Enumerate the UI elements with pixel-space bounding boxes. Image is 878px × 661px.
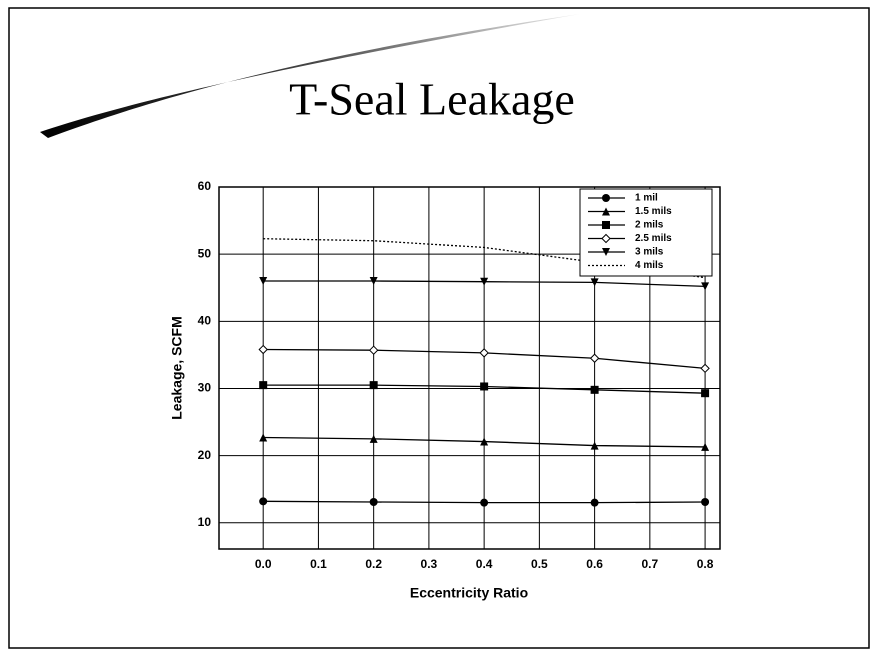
marker (480, 499, 488, 507)
slide: T-Seal Leakage Eccentricity Ratio Leakag… (0, 0, 878, 656)
marker (591, 354, 599, 362)
marker (591, 386, 599, 394)
marker (259, 346, 267, 354)
y-tick-label: 60 (198, 179, 212, 193)
x-tick-label: 0.0 (255, 557, 272, 571)
marker (701, 389, 709, 397)
marker (370, 498, 378, 506)
x-tick-label: 0.1 (310, 557, 327, 571)
legend-label: 1 mil (635, 193, 658, 204)
marker (480, 382, 488, 390)
legend-label: 3 mils (635, 247, 664, 258)
legend-label: 2 mils (635, 220, 664, 231)
y-tick-label: 20 (198, 448, 212, 462)
legend-label: 1.5 mils (635, 206, 672, 217)
marker (602, 221, 610, 229)
marker (370, 346, 378, 354)
chart-title: T-Seal Leakage (289, 74, 575, 125)
legend-label: 2.5 mils (635, 233, 672, 244)
x-tick-label: 0.3 (421, 557, 438, 571)
marker (259, 381, 267, 389)
x-axis-label: Eccentricity Ratio (410, 585, 528, 601)
marker (259, 497, 267, 505)
marker (480, 349, 488, 357)
x-tick-label: 0.5 (531, 557, 548, 571)
x-tick-label: 0.2 (365, 557, 382, 571)
y-tick-label: 10 (198, 515, 212, 529)
y-tick-label: 50 (198, 246, 212, 260)
legend-label: 4 mils (635, 260, 664, 271)
x-tick-label: 0.7 (642, 557, 659, 571)
marker (602, 194, 610, 202)
marker (701, 498, 709, 506)
x-tick-label: 0.8 (697, 557, 714, 571)
marker (370, 381, 378, 389)
marker (701, 364, 709, 372)
marker (591, 499, 599, 507)
y-axis-label: Leakage, SCFM (169, 316, 185, 419)
y-tick-label: 40 (198, 313, 212, 327)
y-tick-label: 30 (198, 381, 212, 395)
x-tick-label: 0.6 (586, 557, 603, 571)
x-tick-label: 0.4 (476, 557, 493, 571)
